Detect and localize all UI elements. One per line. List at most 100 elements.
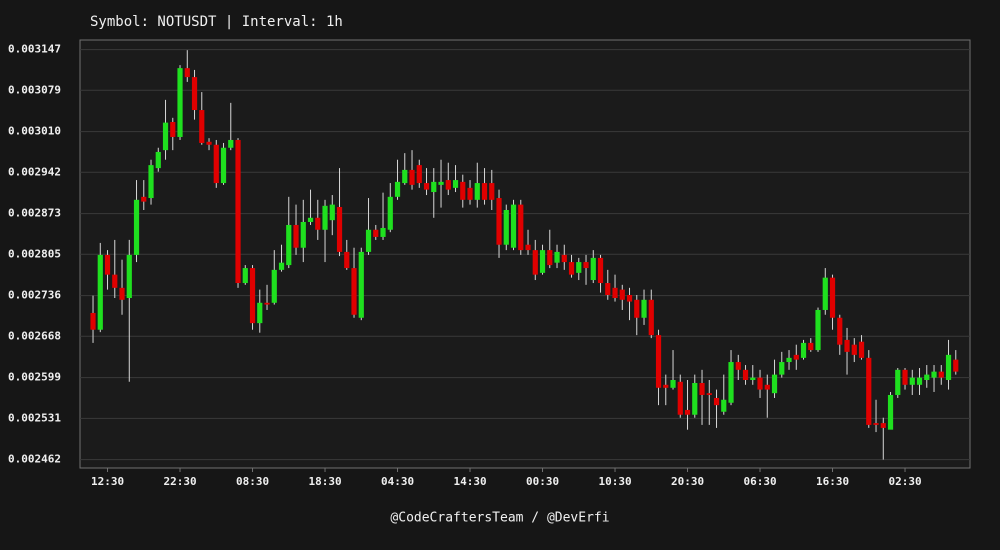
x-tick-label: 14:30 xyxy=(453,475,486,488)
x-tick-label: 22:30 xyxy=(163,475,196,488)
candle-body xyxy=(351,268,357,315)
candle-body xyxy=(177,68,183,137)
y-tick-label: 0.002873 xyxy=(8,207,61,220)
candle-body xyxy=(539,250,546,273)
candle-body xyxy=(474,183,480,200)
candle-body xyxy=(916,377,923,385)
candle-body xyxy=(170,122,176,137)
candle-body xyxy=(576,262,582,273)
candle-body xyxy=(597,257,604,284)
candle-body xyxy=(329,204,335,221)
candle-body xyxy=(235,139,241,284)
candle-body xyxy=(822,277,828,310)
candle-body xyxy=(590,257,596,281)
candle-body xyxy=(764,384,770,390)
candle-body xyxy=(307,217,314,222)
candle-body xyxy=(409,169,415,185)
candle-body xyxy=(873,423,879,425)
candle-body xyxy=(561,254,567,263)
candle-body xyxy=(112,274,118,288)
candle-body xyxy=(953,359,959,372)
candle-body xyxy=(141,196,147,202)
candle-body xyxy=(612,287,618,298)
candle-body xyxy=(257,302,263,324)
candle-body xyxy=(706,393,712,395)
x-tick-label: 06:30 xyxy=(743,475,776,488)
y-tick-label: 0.002736 xyxy=(8,289,61,302)
candle-body xyxy=(394,181,401,197)
x-tick-label: 18:30 xyxy=(308,475,341,488)
candle-body xyxy=(924,374,930,381)
candle-body xyxy=(416,165,422,184)
candle-body xyxy=(119,287,125,300)
chart-title: Symbol: NOTUSDT | Interval: 1h xyxy=(90,14,343,30)
candle-body xyxy=(496,198,502,245)
candle-body xyxy=(554,251,560,263)
y-tick-label: 0.003079 xyxy=(8,83,61,96)
y-tick-label: 0.002805 xyxy=(8,247,61,260)
x-tick-label: 00:30 xyxy=(526,475,559,488)
candle-body xyxy=(648,299,654,336)
candle-body xyxy=(423,183,430,190)
candle-body xyxy=(315,217,321,230)
candle-body xyxy=(728,362,734,403)
candle-body xyxy=(228,139,234,148)
y-tick-label: 0.003010 xyxy=(8,125,61,138)
candle-body xyxy=(655,335,662,388)
candle-body xyxy=(800,342,807,358)
candle-body xyxy=(677,381,683,415)
candle-body xyxy=(721,399,727,412)
x-tick-label: 16:30 xyxy=(816,475,849,488)
candle-body xyxy=(286,224,292,266)
candle-body xyxy=(742,369,749,381)
candle-body xyxy=(851,344,857,355)
candle-body xyxy=(445,180,451,190)
y-tick-label: 0.003147 xyxy=(8,43,61,56)
candle-body xyxy=(242,268,248,284)
candle-body xyxy=(278,262,285,270)
candle-body xyxy=(133,199,140,255)
candle-body xyxy=(684,409,691,415)
candle-body xyxy=(249,268,256,324)
candle-body xyxy=(844,339,850,352)
candle-body xyxy=(909,377,915,385)
candle-body xyxy=(191,77,198,111)
candle-body xyxy=(358,251,364,318)
candle-body xyxy=(90,312,96,330)
candle-body xyxy=(322,205,328,230)
candle-body xyxy=(293,224,299,248)
candle-body xyxy=(344,251,350,269)
x-tick-label: 04:30 xyxy=(381,475,414,488)
candle-body xyxy=(692,382,698,415)
candle-body xyxy=(126,254,132,298)
candles xyxy=(90,50,959,460)
candle-body xyxy=(568,262,575,275)
grid xyxy=(80,49,970,461)
candle-body xyxy=(750,377,756,381)
candle-body xyxy=(220,147,227,184)
candle-body xyxy=(155,151,161,169)
candle-body xyxy=(931,371,937,378)
candle-body xyxy=(670,380,676,388)
candle-body xyxy=(365,229,372,252)
candle-body xyxy=(808,342,814,351)
candle-body xyxy=(148,165,154,199)
candle-body xyxy=(162,122,169,151)
candle-body xyxy=(895,369,901,395)
y-tick-label: 0.002942 xyxy=(8,165,61,178)
candle-body xyxy=(779,362,785,375)
candle-body xyxy=(735,362,741,370)
candle-body xyxy=(880,423,886,428)
candle-body xyxy=(771,374,778,394)
candle-body xyxy=(206,141,212,145)
y-tick-label: 0.002462 xyxy=(8,453,61,466)
candle-body xyxy=(300,221,306,248)
candle-body xyxy=(271,269,277,303)
candle-body xyxy=(97,254,103,330)
candle-body xyxy=(452,180,459,188)
candle-body xyxy=(518,204,524,251)
y-tick-label: 0.002668 xyxy=(8,329,61,342)
candle-body xyxy=(199,110,205,143)
candle-body xyxy=(829,277,836,318)
candle-body xyxy=(663,384,669,388)
